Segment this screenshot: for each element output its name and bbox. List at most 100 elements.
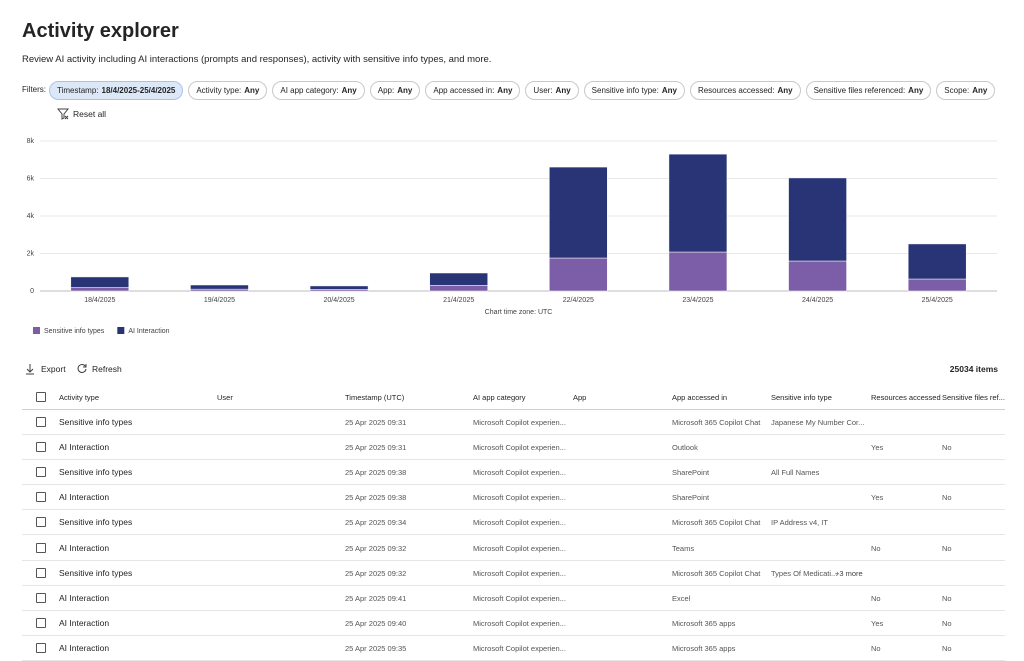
- filter-pill[interactable]: Scope: Any: [936, 81, 996, 100]
- bar-segment: [549, 257, 608, 292]
- table-cell: Excel: [672, 593, 691, 603]
- table-cell: No: [942, 618, 952, 628]
- more-link[interactable]: +3 more: [835, 568, 863, 578]
- column-header: Activity type: [59, 393, 100, 402]
- table-cell: AI Interaction: [59, 592, 110, 603]
- item-count: 25034 items: [949, 364, 998, 374]
- row-checkbox[interactable]: [36, 492, 46, 503]
- table-cell: 25 Apr 2025 09:38: [345, 493, 407, 503]
- legend-swatch: [117, 327, 125, 334]
- table-cell: No: [942, 493, 952, 503]
- filter-pill[interactable]: App: Any: [369, 81, 421, 100]
- filter-pill[interactable]: Timestamp: 18/4/2025-25/4/2025: [49, 81, 184, 100]
- table-cell: Microsoft Copilot experien...: [473, 643, 566, 653]
- table-cell: No: [871, 593, 881, 603]
- filter-value: Any: [555, 86, 571, 95]
- column-header: Sensitive info type: [771, 393, 832, 402]
- table-cell: Teams: [672, 543, 695, 553]
- reset-all[interactable]: Reset all: [73, 109, 107, 119]
- row-checkbox[interactable]: [36, 467, 46, 478]
- table-cell: Yes: [871, 618, 884, 628]
- x-tick-label: 19/4/2025: [204, 297, 235, 304]
- page-title: Activity explorer: [22, 20, 179, 42]
- table-cell: Japanese My Number Cor...: [771, 418, 865, 427]
- table-cell: Microsoft 365 Copilot Chat: [672, 418, 761, 427]
- bar-segment: [668, 251, 728, 292]
- table-cell: Yes: [871, 443, 884, 453]
- row-checkbox[interactable]: [36, 542, 46, 553]
- filter-pill[interactable]: Sensitive files referenced: Any: [805, 81, 932, 100]
- table-cell: IP Address v4, IT: [771, 518, 828, 528]
- filter-pill[interactable]: App accessed in: Any: [425, 81, 521, 100]
- table-cell: 25 Apr 2025 09:31: [345, 418, 407, 427]
- table-cell: Yes: [871, 493, 884, 503]
- chart: 0 2k 4k 6k 8k 18/4/2025 19/4/2025 20/4/2025 21/4…: [27, 138, 997, 335]
- row-separator: [22, 584, 1005, 586]
- row-separator: [22, 459, 1005, 461]
- table-cell: Microsoft Copilot experien...: [473, 543, 566, 553]
- table-cell: Outlook: [672, 443, 698, 453]
- table-cell: Sensitive info types: [59, 467, 133, 478]
- table-cell: Sensitive info types: [59, 567, 133, 578]
- row-separator: [22, 509, 1005, 511]
- table-cell: 25 Apr 2025 09:31: [345, 443, 407, 453]
- filter-value: Any: [972, 86, 988, 95]
- bar-segment: [190, 284, 249, 290]
- table-cell: No: [942, 643, 952, 653]
- row-checkbox[interactable]: [36, 417, 46, 427]
- row-checkbox[interactable]: [36, 592, 46, 603]
- row-separator: [22, 559, 1005, 561]
- header-separator: [22, 409, 1005, 410]
- x-tick-label: 25/4/2025: [922, 297, 953, 304]
- filter-label: User:: [533, 86, 553, 95]
- filter-pill[interactable]: AI app category: Any: [272, 81, 365, 100]
- row-checkbox[interactable]: [36, 642, 46, 653]
- row-checkbox[interactable]: [36, 442, 46, 453]
- filter-bar: Timestamp: 18/4/2025-25/4/2025 Activity ty…: [49, 81, 996, 100]
- x-tick-label: 22/4/2025: [563, 297, 594, 304]
- filter-label: AI app category:: [280, 86, 339, 95]
- table-cell: AI Interaction: [59, 442, 110, 453]
- x-tick-label: 18/4/2025: [84, 297, 115, 304]
- table-cell: Microsoft Copilot experien...: [473, 518, 566, 528]
- filter-pill[interactable]: Activity type: Any: [188, 81, 268, 100]
- y-tick-label: 4k: [27, 213, 35, 220]
- filter-label: Scope:: [944, 86, 970, 95]
- legend-label: AI Interaction: [128, 328, 169, 335]
- row-checkbox[interactable]: [36, 617, 46, 628]
- bar-segment: [70, 276, 130, 288]
- table-cell: SharePoint: [672, 493, 710, 503]
- header-checkbox[interactable]: [36, 392, 46, 402]
- filter-pill[interactable]: Resources accessed: Any: [689, 81, 801, 100]
- table-cell: 25 Apr 2025 09:32: [345, 543, 407, 553]
- export-button[interactable]: Export: [41, 364, 66, 374]
- y-tick-label: 2k: [27, 250, 35, 257]
- row-separator: [22, 434, 1005, 435]
- bar-segment: [309, 285, 369, 290]
- x-tick-label: 23/4/2025: [682, 297, 713, 304]
- table-cell: Microsoft 365 Copilot Chat: [672, 518, 761, 528]
- refresh-button[interactable]: Refresh: [92, 364, 122, 374]
- column-header: Resources accessed: [871, 393, 941, 402]
- y-tick-label: 0: [30, 288, 34, 295]
- filter-value: Any: [661, 86, 677, 95]
- bar-segment: [668, 153, 728, 253]
- column-header: AI app category: [473, 393, 526, 402]
- filter-value: 18/4/2025-25/4/2025: [101, 86, 176, 95]
- table-cell: 25 Apr 2025 09:40: [345, 618, 407, 628]
- column-header: Timestamp (UTC): [345, 393, 405, 402]
- table-cell: SharePoint: [672, 468, 710, 478]
- legend-swatch: [33, 327, 40, 334]
- column-header: App accessed in: [672, 393, 728, 402]
- filter-label: App accessed in:: [433, 86, 495, 95]
- table-cell: AI Interaction: [59, 617, 110, 628]
- row-separator: [22, 609, 1005, 611]
- filter-pill[interactable]: Sensitive info type: Any: [583, 81, 685, 100]
- filter-pill[interactable]: User: Any: [525, 81, 579, 100]
- table-cell: No: [871, 543, 881, 553]
- row-checkbox[interactable]: [36, 517, 46, 528]
- row-checkbox[interactable]: [36, 567, 46, 578]
- table-cell: Sensitive info types: [59, 417, 133, 427]
- table-cell: Microsoft 365 Copilot Chat: [672, 568, 761, 578]
